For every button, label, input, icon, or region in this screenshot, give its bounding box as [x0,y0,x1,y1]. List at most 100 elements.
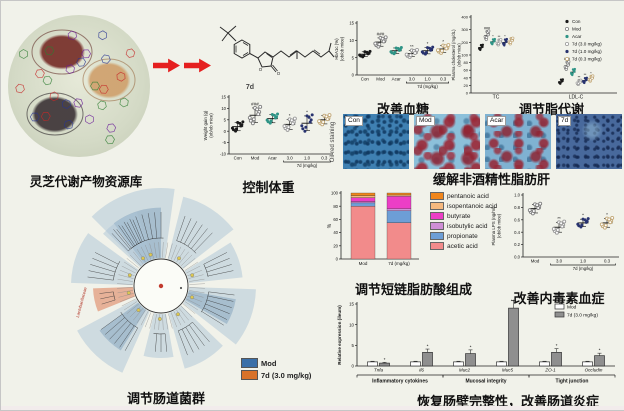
svg-text:40: 40 [333,230,338,235]
svg-text:Mod: Mod [376,77,385,82]
micrograph-acar: Acar [485,114,551,169]
svg-text:0: 0 [224,129,227,134]
svg-text:80: 80 [464,60,469,65]
caption-gut-microbiota: 调节肠道菌群 [126,391,205,406]
hba1c-chart: 15 10 5 0 Con Mod ### Acar 3.0 ** 1.0 * 0.3 * 7d (mg/k… [334,21,451,89]
svg-text:-10: -10 [220,152,227,157]
svg-text:Tight junction: Tight junction [556,379,589,385]
svg-text:*: * [492,34,494,38]
svg-text:*: * [442,39,444,44]
legend-swatch [430,222,444,230]
svg-text:*: * [599,348,601,354]
weight-gain-chart: 15 10 5 0 -5 -10 Con Mod ### Acar 3.0 * 1.0 * 0.37d (m… [203,95,333,168]
legend-swatch [430,212,444,220]
svg-text:10: 10 [349,322,354,327]
scfa-stacked-bar-chart: 100 80 60 40 20 0 Mod 7d (mg/kg)% [327,191,419,266]
legend-swatch [241,370,258,380]
svg-text:10: 10 [221,106,226,111]
svg-text:Con: Con [234,156,243,161]
legend-label: acetic acid [447,242,478,250]
legend-item: pentanoic acid [430,192,497,200]
ganoderma-collage-image [8,15,150,157]
legend-label: 7d (3.0 mg/kg) [261,370,312,380]
svg-text:Mod: Mod [531,259,540,264]
svg-text:%: % [327,223,333,228]
svg-text:Mod: Mod [567,305,577,311]
legend-swatch [241,358,258,368]
legend-label: pentanoic acid [447,192,489,200]
svg-text:80: 80 [333,204,338,209]
legend-swatch [430,202,444,210]
svg-text:3.0: 3.0 [409,77,416,82]
svg-text:*: * [306,109,308,114]
svg-text:Muc5: Muc5 [502,368,514,373]
legend-swatch [430,192,444,200]
svg-text:3.0: 3.0 [556,259,563,264]
svg-text:Acar: Acar [268,156,278,161]
svg-text:15: 15 [221,95,226,100]
svg-text:300: 300 [461,27,468,32]
svg-text:1.0: 1.0 [514,193,520,198]
svg-text:Tnfa: Tnfa [374,368,384,373]
legend-label: propionate [447,232,478,240]
svg-text:Mod: Mod [251,156,260,161]
svg-text:0.3: 0.3 [321,156,328,161]
svg-text:TC: TC [493,95,500,101]
svg-text:(ob/ob mice): (ob/ob mice) [457,43,462,67]
svg-text:0.8: 0.8 [514,205,520,210]
svg-text:**: ** [410,44,414,49]
svg-text:7d (1.0 mg/kg): 7d (1.0 mg/kg) [572,49,602,54]
legend-item: propionate [430,232,497,240]
svg-text:Acar: Acar [572,34,582,39]
legend-label: isobutylic acid [447,222,488,230]
cladogram-legend: Mod 7d (3.0 mg/kg) [241,358,311,382]
svg-text:Plasma cholesterol (mg/dL): Plasma cholesterol (mg/dL) [451,29,456,81]
caption-scfa: 调节短链脂肪酸组成 [354,282,472,297]
micrograph-mod: Mod [414,114,480,169]
svg-text:O: O [277,71,281,76]
plasma-lps-chart: 1.0 0.8 0.6 0.4 0.2 0.0 Mod 3.0 ** 1.0 * 0.3 * 7d (mg… [491,193,619,271]
legend-item: acetic acid [430,242,497,250]
svg-text:20: 20 [333,243,338,248]
svg-text:(ob/ob mice): (ob/ob mice) [340,36,345,61]
legend-swatch [430,232,444,240]
svg-text:0: 0 [352,73,355,78]
svg-text:Con: Con [361,77,370,82]
svg-text:**: ** [578,75,581,79]
svg-text:3.0: 3.0 [287,156,294,161]
svg-text:Weight gain (g): Weight gain (g) [203,110,208,140]
svg-text:0.3: 0.3 [604,259,611,264]
svg-text:**: ** [557,216,561,221]
svg-text:0: 0 [352,364,355,369]
svg-text:0.6: 0.6 [514,217,520,222]
svg-text:60: 60 [464,68,469,73]
svg-text:7d (mg/kg): 7d (mg/kg) [573,266,594,271]
svg-text:Occludin: Occludin [585,368,603,373]
svg-text:###: ### [377,31,385,36]
micrograph-label: Mod [416,116,435,126]
chemical-structures-overlay [15,29,136,145]
legend-item-mod: Mod [241,358,311,368]
svg-text:7d (mg/kg): 7d (mg/kg) [417,84,438,89]
legend-item: butyrate [430,212,497,220]
bottom-strip [1,406,624,410]
svg-text:15: 15 [349,21,354,26]
svg-text:Con: Con [572,19,581,24]
svg-text:Il6: Il6 [419,368,424,373]
svg-text:1.0: 1.0 [424,77,431,82]
svg-text:0.3: 0.3 [440,77,447,82]
svg-text:(ob/ob mice): (ob/ob mice) [497,213,502,238]
svg-text:15: 15 [349,302,354,307]
svg-text:Acar: Acar [392,77,402,82]
svg-text:0: 0 [336,257,339,262]
gene-expression-chart: 151050*Tnfa*Il6*Muc2***Muc5*ZO-1*Occludi… [337,299,616,385]
compound-label: 7d [245,84,255,91]
svg-text:5: 5 [352,55,355,60]
svg-text:*: * [504,35,506,39]
svg-text:100: 100 [461,53,468,58]
legend-label: Mod [261,358,277,368]
svg-text:-5: -5 [222,140,226,145]
svg-text:100: 100 [331,191,339,196]
svg-text:Inflammatory cytokines: Inflammatory cytokines [372,379,428,385]
